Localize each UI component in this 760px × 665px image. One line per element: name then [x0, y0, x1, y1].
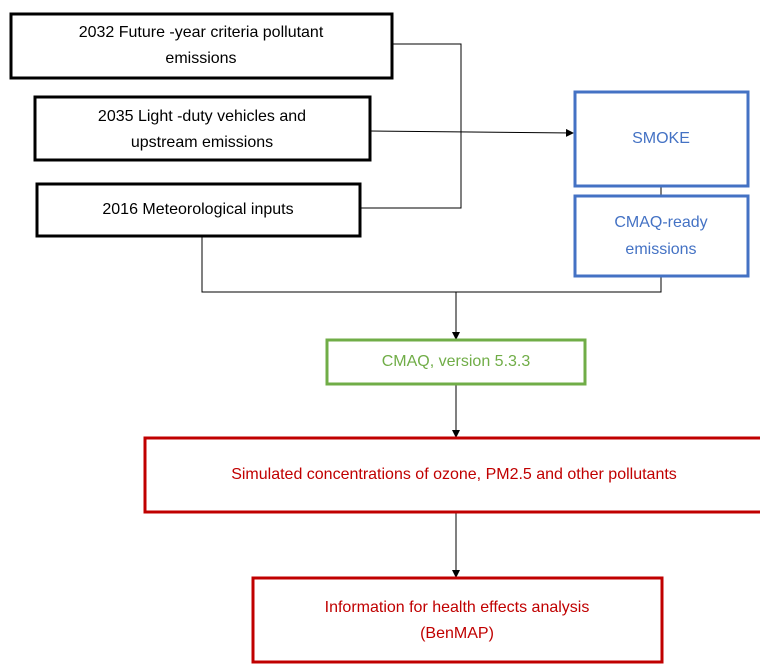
node-label: Information for health effects analysis	[325, 599, 590, 616]
node-label: CMAQ-ready	[614, 214, 707, 231]
connector	[201, 236, 662, 293]
box	[573, 194, 750, 278]
node-label: 2016 Meteorological inputs	[102, 201, 293, 218]
node-label: Simulated concentrations of ozone, PM2.5…	[231, 466, 677, 483]
box	[35, 182, 362, 238]
node-label: (BenMAP)	[420, 625, 494, 642]
node-label: 2035 Light -duty vehicles and	[98, 108, 306, 125]
connector	[360, 43, 462, 209]
node-label: CMAQ, version 5.3.3	[382, 353, 531, 370]
box	[251, 576, 664, 664]
node-label: emissions	[625, 241, 696, 258]
node-label: SMOKE	[632, 130, 690, 147]
node-label: 2032 Future -year criteria pollutant	[79, 24, 324, 41]
box	[143, 436, 760, 514]
arrow	[369, 128, 574, 137]
node-label: upstream emissions	[131, 134, 273, 151]
box	[325, 338, 587, 386]
box	[573, 90, 750, 188]
node-label: emissions	[165, 50, 236, 67]
box	[33, 95, 372, 162]
box	[9, 12, 394, 80]
